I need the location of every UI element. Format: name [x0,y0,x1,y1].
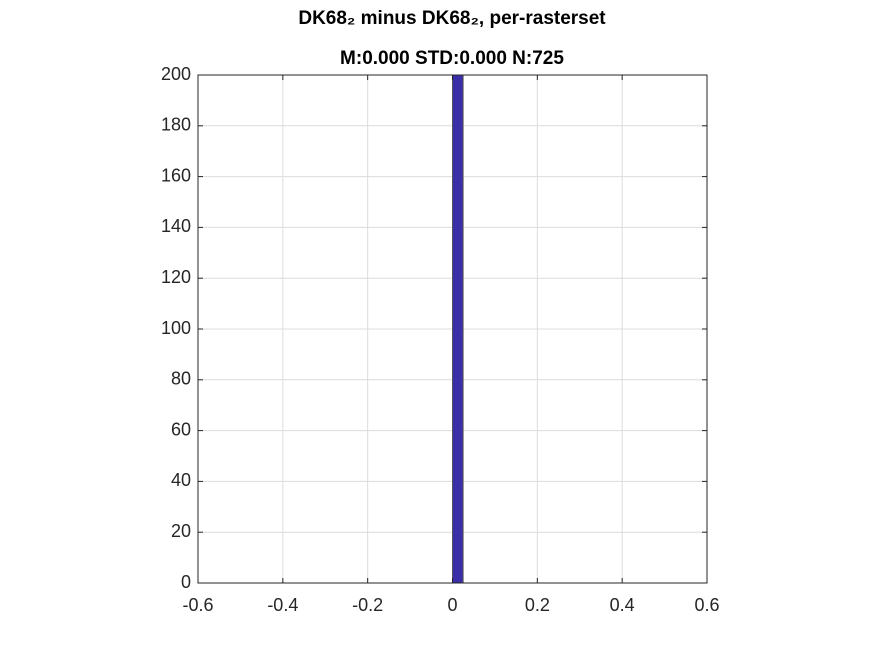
y-tick-label: 160 [161,165,191,185]
chart-subtitle: M:0.000 STD:0.000 N:725 [340,48,564,69]
y-tick-label: 0 [181,572,191,592]
x-tick-label: 0.2 [525,595,550,615]
y-tick-label: 40 [171,470,191,490]
x-tick-label: 0.4 [610,595,635,615]
y-tick-label: 120 [161,267,191,287]
x-tick-label: 0.6 [694,595,719,615]
y-tick-label: 200 [161,64,191,84]
x-tick-label: 0 [447,595,457,615]
y-tick-label: 100 [161,318,191,338]
y-tick-label: 20 [171,521,191,541]
x-tick-label: -0.2 [352,595,383,615]
x-tick-label: -0.6 [182,595,213,615]
y-tick-label: 140 [161,216,191,236]
y-tick-label: 60 [171,419,191,439]
x-tick-label: -0.4 [267,595,298,615]
y-tick-label: 80 [171,369,191,389]
bar [452,75,464,583]
y-tick-label: 180 [161,115,191,135]
chart-title: DK68₂ minus DK68₂, per-rasterset [298,8,606,29]
axes-box [197,74,708,584]
